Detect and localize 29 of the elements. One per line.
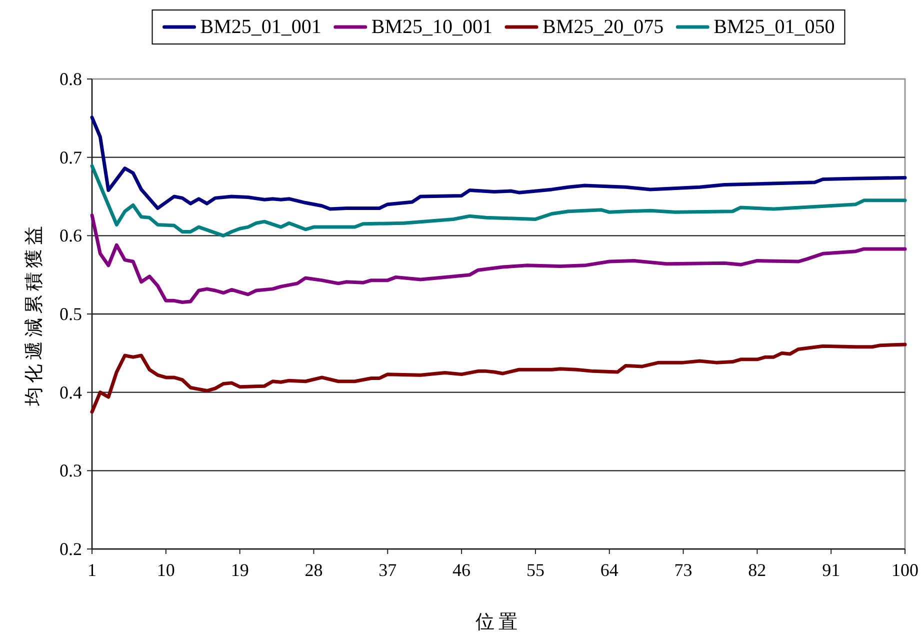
y-tick-label: 0.6: [60, 226, 82, 246]
x-tick-label: 82: [748, 560, 766, 580]
legend-label: BM25_10_001: [371, 16, 492, 38]
legend-label: BM25_01_050: [714, 16, 835, 38]
y-tick-label: 0.8: [60, 69, 82, 89]
x-tick-label: 1: [88, 560, 96, 580]
y-tick-label: 0.7: [60, 147, 82, 168]
x-axis-title: 位置: [476, 612, 522, 633]
x-tick-label: 46: [452, 560, 471, 580]
x-tick-label: 19: [230, 560, 249, 580]
x-tick-label: 64: [600, 560, 618, 580]
x-tick-label: 28: [304, 560, 323, 580]
legend-label: BM25_01_001: [200, 16, 322, 38]
x-tick-label: 37: [378, 560, 397, 580]
x-tick-label: 91: [822, 560, 840, 580]
y-axis-title: 均化遞減累積獲益: [24, 222, 45, 407]
x-tick-label: 10: [156, 560, 175, 580]
y-tick-label: 0.5: [60, 304, 82, 324]
line-series: [90, 214, 907, 304]
x-tick-label: 100: [892, 560, 918, 580]
y-tick-label: 0.4: [60, 382, 82, 402]
line-series: [90, 342, 907, 414]
y-tick-label: 0.3: [60, 460, 82, 481]
y-tick-label: 0.2: [60, 539, 82, 559]
legend-label: BM25_20_075: [542, 16, 664, 38]
line-series: [90, 164, 907, 238]
x-tick-label: 73: [674, 560, 692, 580]
x-tick-label: 55: [526, 560, 544, 580]
line-series: [90, 116, 907, 211]
